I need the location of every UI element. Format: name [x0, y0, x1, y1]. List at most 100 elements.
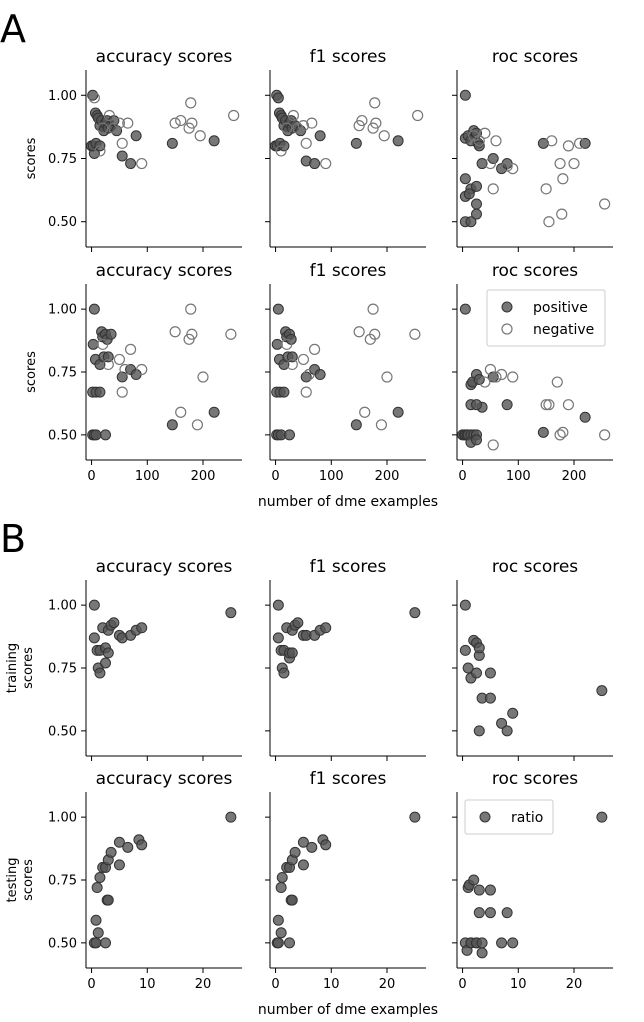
y-tick-label: 0.50	[48, 428, 77, 443]
data-point-positive	[463, 188, 475, 200]
subplot-title: roc scores	[492, 557, 578, 577]
data-point-positive	[166, 137, 178, 149]
data-point-ratio	[501, 907, 513, 919]
data-point-negative	[185, 97, 197, 109]
data-point-ratio	[320, 839, 332, 851]
series-ratio	[459, 599, 608, 737]
y-tick-label: 0.50	[48, 215, 77, 230]
series-positive	[457, 303, 591, 448]
data-point-negative	[116, 137, 128, 149]
data-point-negative	[136, 157, 148, 170]
data-point-ratio	[484, 692, 496, 704]
data-point-ratio	[473, 725, 485, 737]
x-tick-label: 10	[323, 977, 340, 992]
y-tick-label: 0.75	[48, 662, 77, 677]
data-point-ratio	[459, 644, 471, 656]
series-ratio	[459, 811, 608, 959]
data-point-positive	[471, 180, 482, 192]
panel-letter-b: B	[0, 517, 26, 561]
data-point-negative	[490, 135, 502, 147]
data-point-negative	[306, 117, 318, 129]
subplot-title: roc scores	[492, 261, 578, 281]
data-point-negative	[169, 326, 181, 338]
subplot-title: roc scores	[492, 769, 578, 789]
data-point-negative	[551, 376, 563, 388]
data-point-ratio	[596, 811, 608, 823]
data-point-ratio	[105, 846, 117, 858]
series-positive	[271, 303, 404, 441]
data-point-ratio	[102, 894, 114, 906]
data-point-positive	[350, 419, 362, 431]
data-point-negative	[543, 216, 555, 228]
data-point-ratio	[484, 667, 496, 679]
data-point-ratio	[507, 707, 519, 719]
series-positive	[270, 89, 404, 170]
data-point-negative	[375, 419, 388, 431]
subplot-4: accuracy scores 0.50 0.75 1.00 0 100 200 scores	[24, 261, 242, 484]
data-point-ratio	[471, 667, 482, 679]
data-point-negative	[367, 303, 379, 315]
data-point-negative	[554, 157, 566, 170]
data-point-ratio	[286, 647, 298, 659]
data-point-negative	[599, 198, 611, 210]
y-tick-label: 0.50	[48, 936, 77, 951]
data-point-ratio	[292, 617, 304, 629]
data-point-negative	[228, 109, 240, 122]
data-point-positive	[208, 406, 220, 418]
x-tick-label: 0	[458, 977, 466, 992]
data-point-negative	[308, 343, 321, 355]
data-point-ratio	[272, 914, 284, 926]
data-point-positive	[166, 419, 178, 431]
data-point-negative	[122, 117, 134, 129]
data-point-ratio	[496, 717, 508, 729]
y-tick-label: 0.75	[48, 366, 77, 381]
data-point-ratio	[90, 937, 102, 949]
data-point-negative	[169, 117, 181, 129]
data-point-ratio	[496, 937, 508, 949]
legend-marker-ratio	[479, 811, 491, 823]
subplot-10: accuracy scores 0.50 0.75 1.00 0 10 20 testings…	[5, 769, 242, 992]
series-positive	[459, 89, 591, 228]
data-point-negative	[97, 338, 109, 350]
data-point-positive	[300, 371, 312, 383]
subplot-title: f1 scores	[310, 557, 387, 577]
data-point-ratio	[297, 859, 309, 871]
data-point-negative	[103, 109, 116, 122]
data-point-negative	[116, 386, 128, 398]
data-point-ratio	[459, 599, 471, 611]
data-point-negative	[546, 135, 558, 147]
data-point-negative	[88, 92, 100, 104]
data-point-ratio	[507, 937, 519, 949]
data-point-ratio	[94, 871, 106, 883]
x-tick-label: 0	[87, 977, 95, 992]
series-negative	[88, 92, 240, 170]
data-point-negative	[473, 135, 485, 147]
y-tick-label: 1.00	[48, 89, 77, 104]
subplot-3: roc scores	[452, 47, 613, 252]
data-point-negative	[484, 363, 497, 376]
data-point-negative	[119, 363, 131, 376]
data-point-ratio	[278, 667, 290, 679]
data-point-ratio	[122, 841, 134, 853]
series-negative	[97, 303, 237, 431]
x-tick-label: 20	[379, 977, 396, 992]
data-point-negative	[490, 371, 502, 383]
data-point-positive	[88, 303, 100, 315]
data-point-ratio	[473, 642, 485, 654]
data-point-positive	[314, 130, 326, 142]
data-point-positive	[272, 92, 284, 104]
subplot-title: f1 scores	[310, 261, 387, 281]
data-point-ratio	[113, 859, 125, 871]
data-point-ratio	[468, 874, 480, 886]
data-point-negative	[487, 183, 499, 195]
data-point-ratio	[88, 632, 100, 644]
data-point-negative	[501, 160, 513, 172]
x-tick-label: 20	[195, 977, 212, 992]
x-tick-label: 200	[562, 469, 587, 484]
subplot-2: f1 scores	[265, 47, 426, 252]
data-point-negative	[378, 130, 390, 142]
data-point-negative	[568, 157, 580, 170]
y-tick-label: 0.75	[48, 874, 77, 889]
data-point-ratio	[297, 836, 309, 848]
